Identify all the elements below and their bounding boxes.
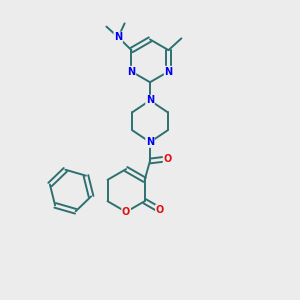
Text: N: N bbox=[146, 95, 154, 105]
Text: O: O bbox=[156, 205, 164, 215]
Text: N: N bbox=[128, 67, 136, 76]
Text: N: N bbox=[146, 137, 154, 147]
Text: O: O bbox=[164, 154, 172, 164]
Text: N: N bbox=[164, 67, 172, 76]
Text: N: N bbox=[114, 32, 122, 42]
Text: O: O bbox=[122, 207, 130, 217]
